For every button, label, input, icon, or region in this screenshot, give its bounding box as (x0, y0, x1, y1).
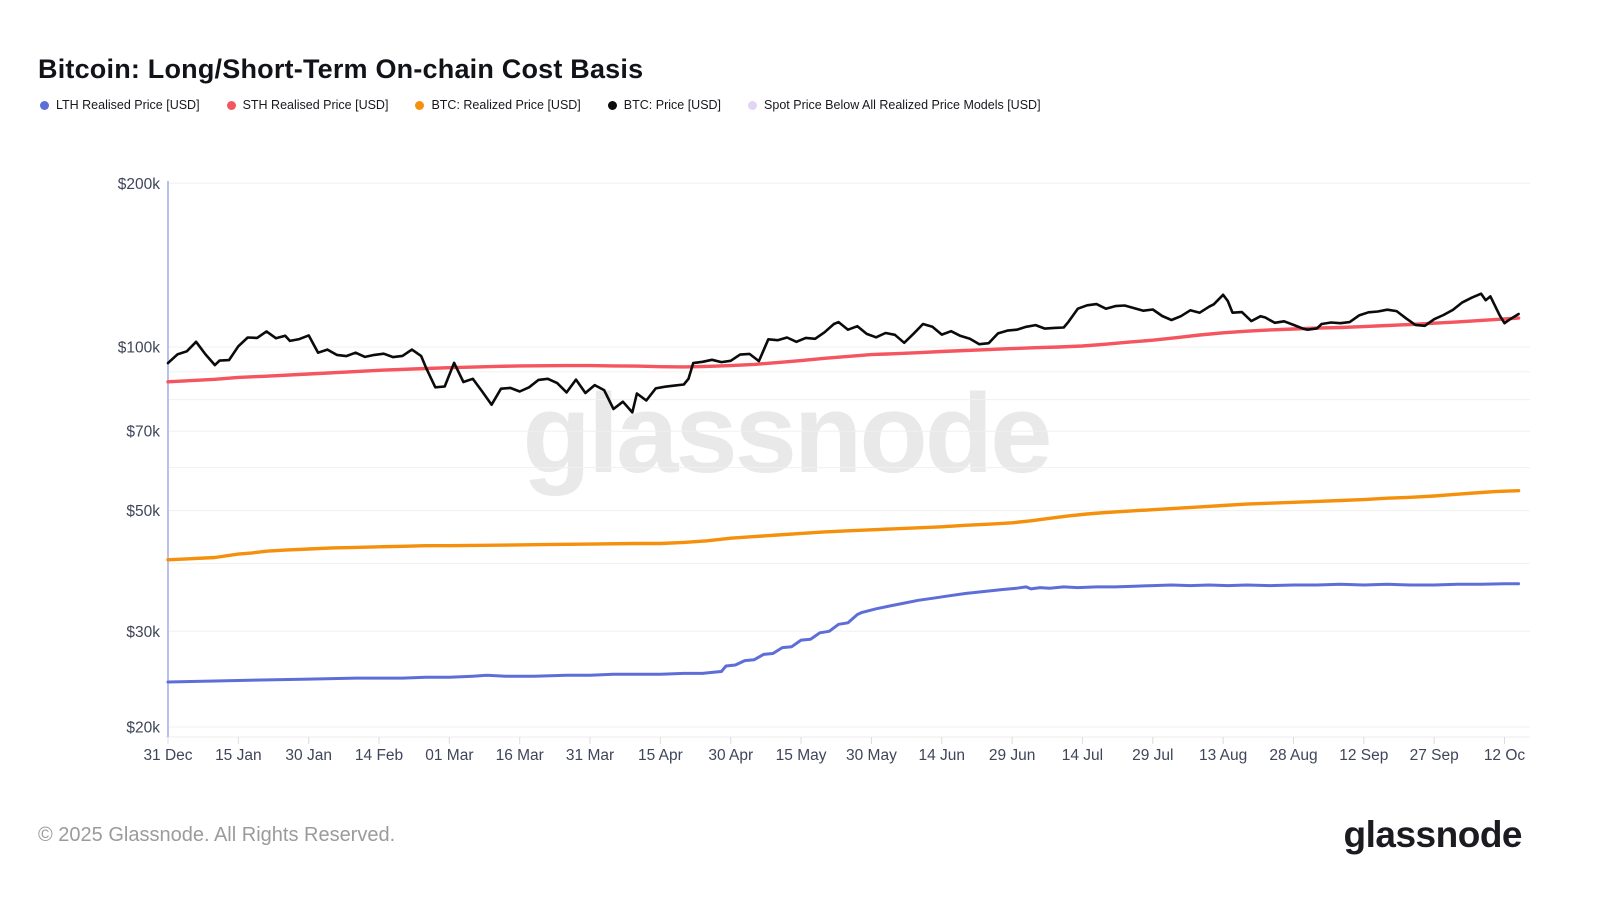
x-axis-label: 28 Aug (1269, 747, 1317, 764)
legend-item-btc-price[interactable]: BTC: Price [USD] (607, 98, 722, 112)
series-line (166, 489, 1521, 562)
legend-label: LTH Realised Price [USD] (56, 98, 200, 112)
x-axis-label: 29 Jul (1132, 747, 1173, 764)
legend-label: STH Realised Price [USD] (242, 98, 389, 112)
y-axis-label: $200k (118, 176, 160, 193)
x-axis-label: 12 Sep (1339, 747, 1388, 764)
legend-item-spot-below-models[interactable]: Spot Price Below All Realized Price Mode… (748, 98, 1041, 112)
realized-price-series-dot-icon (415, 100, 425, 110)
x-axis-label: 15 Jan (215, 747, 262, 764)
series-line (166, 292, 1520, 414)
legend-item-lth-realised-price[interactable]: LTH Realised Price [USD] (40, 98, 200, 112)
btc-price-series-dot-icon (607, 100, 617, 110)
x-axis-label: 15 May (776, 747, 827, 764)
x-axis-label: 27 Sep (1410, 747, 1459, 764)
chart-legend: LTH Realised Price [USD] STH Realised Pr… (40, 98, 1041, 112)
x-axis-label: 31 Dec (143, 747, 192, 764)
y-axis-label: $70k (126, 424, 160, 441)
lth-series-dot-icon (40, 100, 49, 110)
y-axis-label: $20k (126, 720, 160, 737)
x-axis-label: 29 Jun (989, 747, 1036, 764)
legend-label: BTC: Realized Price [USD] (431, 98, 581, 112)
legend-item-sth-realised-price[interactable]: STH Realised Price [USD] (226, 98, 389, 112)
x-axis-label: 31 Mar (566, 747, 614, 764)
x-axis-label: 14 Jul (1062, 747, 1103, 764)
spot-below-models-series-dot-icon (748, 100, 758, 110)
x-axis-label: 14 Feb (355, 747, 403, 764)
x-axis-label: 16 Mar (496, 747, 544, 764)
legend-label: BTC: Price [USD] (623, 98, 722, 112)
x-axis-label: 30 Jan (285, 747, 332, 764)
x-axis-label: 12 Oc (1484, 747, 1526, 764)
series-line (166, 582, 1521, 684)
x-axis-label: 30 Apr (708, 747, 753, 764)
legend-label: Spot Price Below All Realized Price Mode… (764, 98, 1041, 112)
series-line (166, 316, 1521, 384)
copyright-text: © 2025 Glassnode. All Rights Reserved. (38, 824, 396, 846)
x-axis-label: 13 Aug (1199, 747, 1247, 764)
watermark: glassnode (523, 371, 1050, 496)
x-axis-label: 30 May (846, 747, 897, 764)
y-axis-label: $100k (118, 339, 160, 356)
sth-series-dot-icon (226, 100, 236, 110)
legend-item-btc-realized-price[interactable]: BTC: Realized Price [USD] (415, 98, 581, 112)
x-axis-label: 15 Apr (638, 747, 683, 764)
glassnode-logo[interactable]: glassnode (1343, 814, 1523, 855)
page-title: Bitcoin: Long/Short-Term On-chain Cost B… (38, 54, 644, 85)
y-axis-label: $30k (126, 624, 160, 641)
x-axis-label: 14 Jun (918, 747, 965, 764)
y-axis-label: $50k (126, 503, 160, 520)
x-axis-label: 01 Mar (425, 747, 473, 764)
